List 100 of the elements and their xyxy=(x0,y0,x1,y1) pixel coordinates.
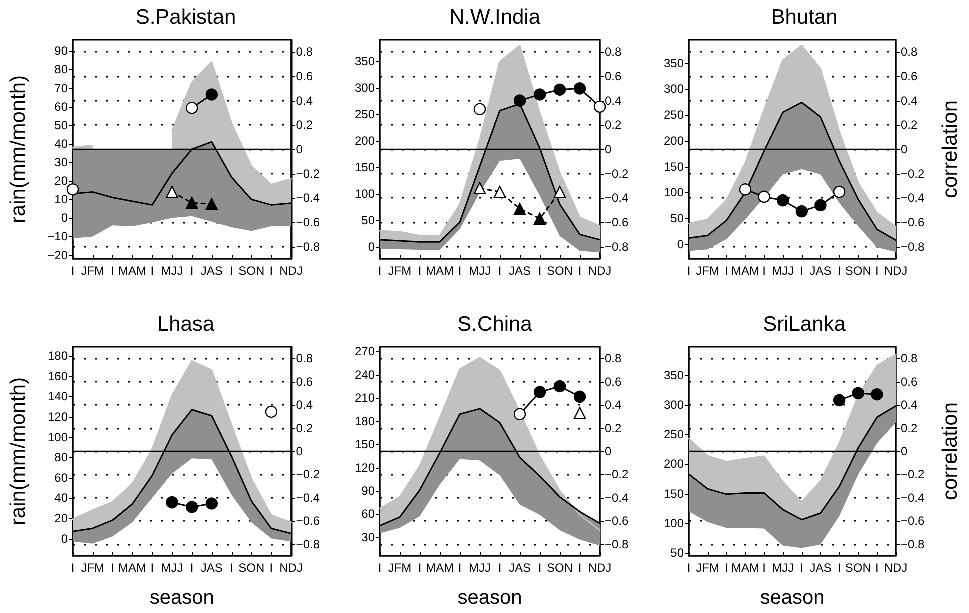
y-tick-label: 20 xyxy=(54,511,68,526)
y-tick-label: 50 xyxy=(670,546,684,560)
y2-tick-label: 0.4 xyxy=(901,398,918,412)
y2-tick-label: 0.8 xyxy=(605,352,622,366)
y2-tick-label: −0.2 xyxy=(901,166,926,181)
y-tick-label: 80 xyxy=(54,62,68,77)
x-tick-label: I xyxy=(687,264,691,278)
y2-tick-label: 0 xyxy=(296,142,304,156)
y2-tick-label: 0 xyxy=(605,142,612,156)
x-tick-label: I xyxy=(724,561,728,575)
x-tick-label: I xyxy=(150,561,154,575)
x-tick-label: I xyxy=(458,561,462,575)
y-tick-label: 200 xyxy=(664,134,684,148)
x-tick-label: MAM xyxy=(118,264,147,278)
x-tick-label: NDJ xyxy=(588,264,612,278)
x-tick-label: JAS xyxy=(508,264,532,278)
y2-tick-label: −0.8 xyxy=(901,537,926,552)
y-tick-label: 100 xyxy=(48,430,68,444)
y2-tick-label: −0.8 xyxy=(901,240,926,254)
x-tick-label: I xyxy=(538,561,542,575)
x-tick-label: I xyxy=(111,264,114,278)
y-tick-label: 90 xyxy=(362,484,376,498)
x-tick-label: NDJ xyxy=(884,561,908,575)
y2-tick-label: 0.4 xyxy=(296,398,314,412)
y2-tick-label: 0.4 xyxy=(296,94,314,108)
y2-tick-label: 0.8 xyxy=(901,352,918,366)
x-tick-label: I xyxy=(378,561,382,575)
x-tick-label: MAM xyxy=(731,264,760,278)
y-tick-label: 10 xyxy=(54,192,68,207)
y-tick-label: 40 xyxy=(54,136,68,151)
x-tick-label: SON xyxy=(238,561,265,575)
y-tick-label: 0 xyxy=(368,240,376,254)
y-tick-label: 250 xyxy=(664,428,684,442)
y-tick-label: 350 xyxy=(664,56,684,70)
y2-tick-label: −0.2 xyxy=(605,468,630,482)
x-tick-label: JAS xyxy=(200,561,223,575)
x-tick-label: I xyxy=(190,561,194,575)
y2-tick-label: −0.4 xyxy=(296,191,320,206)
y-tick-label: −20 xyxy=(48,248,68,262)
x-tick-label: JFM xyxy=(696,561,720,575)
y2-tick-label: −0.6 xyxy=(901,514,926,528)
x-tick-label: I xyxy=(800,561,804,575)
y-tick-label: 240 xyxy=(354,368,376,382)
y-tick-label: 250 xyxy=(664,108,684,122)
y2-tick-label: 0.8 xyxy=(296,352,314,366)
y-tick-label: 180 xyxy=(48,349,68,364)
y2-tick-label: −0.8 xyxy=(605,240,630,254)
y2-tick-label: 0 xyxy=(296,444,304,458)
y2-tick-label: 0.8 xyxy=(901,45,918,60)
y2-tick-label: 0 xyxy=(901,142,908,156)
x-tick-label: SON xyxy=(845,561,872,575)
x-tick-label: MJJ xyxy=(772,264,794,278)
y-tick-label: 200 xyxy=(664,457,684,472)
y2-tick-label: 0.2 xyxy=(605,421,622,436)
y2-tick-label: −0.4 xyxy=(901,490,926,505)
x-tick-label: SON xyxy=(238,264,265,278)
y2-tick-label: 0.6 xyxy=(296,374,314,389)
x-tick-label: I xyxy=(578,561,582,575)
y-tick-label: 60 xyxy=(362,507,376,522)
x-tick-label: JAS xyxy=(810,264,832,278)
x-tick-label: MAM xyxy=(426,264,454,278)
x-tick-label: SON xyxy=(546,264,574,278)
y-tick-label: 210 xyxy=(354,391,376,406)
x-tick-label: I xyxy=(230,264,234,278)
x-tick-label: I xyxy=(762,264,766,278)
y-tick-label: 150 xyxy=(354,160,376,174)
x-axis-title: season xyxy=(458,587,522,609)
x-tick-label: I xyxy=(418,561,422,575)
x-tick-label: MJJ xyxy=(772,561,794,575)
y-tick-label: 40 xyxy=(54,491,68,506)
y2-tick-label: −0.8 xyxy=(296,240,320,254)
y-tick-label: 30 xyxy=(54,155,68,170)
y2-tick-label: −0.2 xyxy=(296,468,320,482)
x-tick-label: MAM xyxy=(731,561,760,575)
x-tick-label: I xyxy=(538,264,542,278)
y2-tick-label: −0.2 xyxy=(296,166,320,181)
y2-tick-label: 0.6 xyxy=(605,374,622,389)
y2-tick-label: 0 xyxy=(605,444,612,458)
x-tick-label: SON xyxy=(546,561,574,575)
y-tick-label: 80 xyxy=(54,450,68,465)
y2-tick-label: 0.6 xyxy=(296,70,314,84)
x-tick-label: JFM xyxy=(388,561,412,575)
y-tick-label: 300 xyxy=(664,82,684,96)
y-tick-label: 0 xyxy=(677,238,684,252)
y-tick-label: 90 xyxy=(54,44,68,58)
y-tick-label: 270 xyxy=(354,344,376,359)
x-tick-label: I xyxy=(578,264,582,278)
x-tick-label: MAM xyxy=(118,561,147,575)
y2-tick-label: 0.4 xyxy=(605,94,622,108)
y-tick-label: 180 xyxy=(354,414,376,428)
y-tick-label: 50 xyxy=(362,213,376,228)
y2-tick-label: −0.4 xyxy=(901,191,926,206)
x-tick-label: JAS xyxy=(508,561,532,575)
x-tick-label: I xyxy=(71,561,75,575)
y2-tick-label: 0.8 xyxy=(605,45,622,60)
y-tick-label: 30 xyxy=(362,530,376,544)
y-tick-label: 120 xyxy=(48,410,68,424)
x-tick-label: I xyxy=(687,561,691,575)
x-tick-label: I xyxy=(800,264,804,278)
y-tick-label: 70 xyxy=(54,81,68,96)
